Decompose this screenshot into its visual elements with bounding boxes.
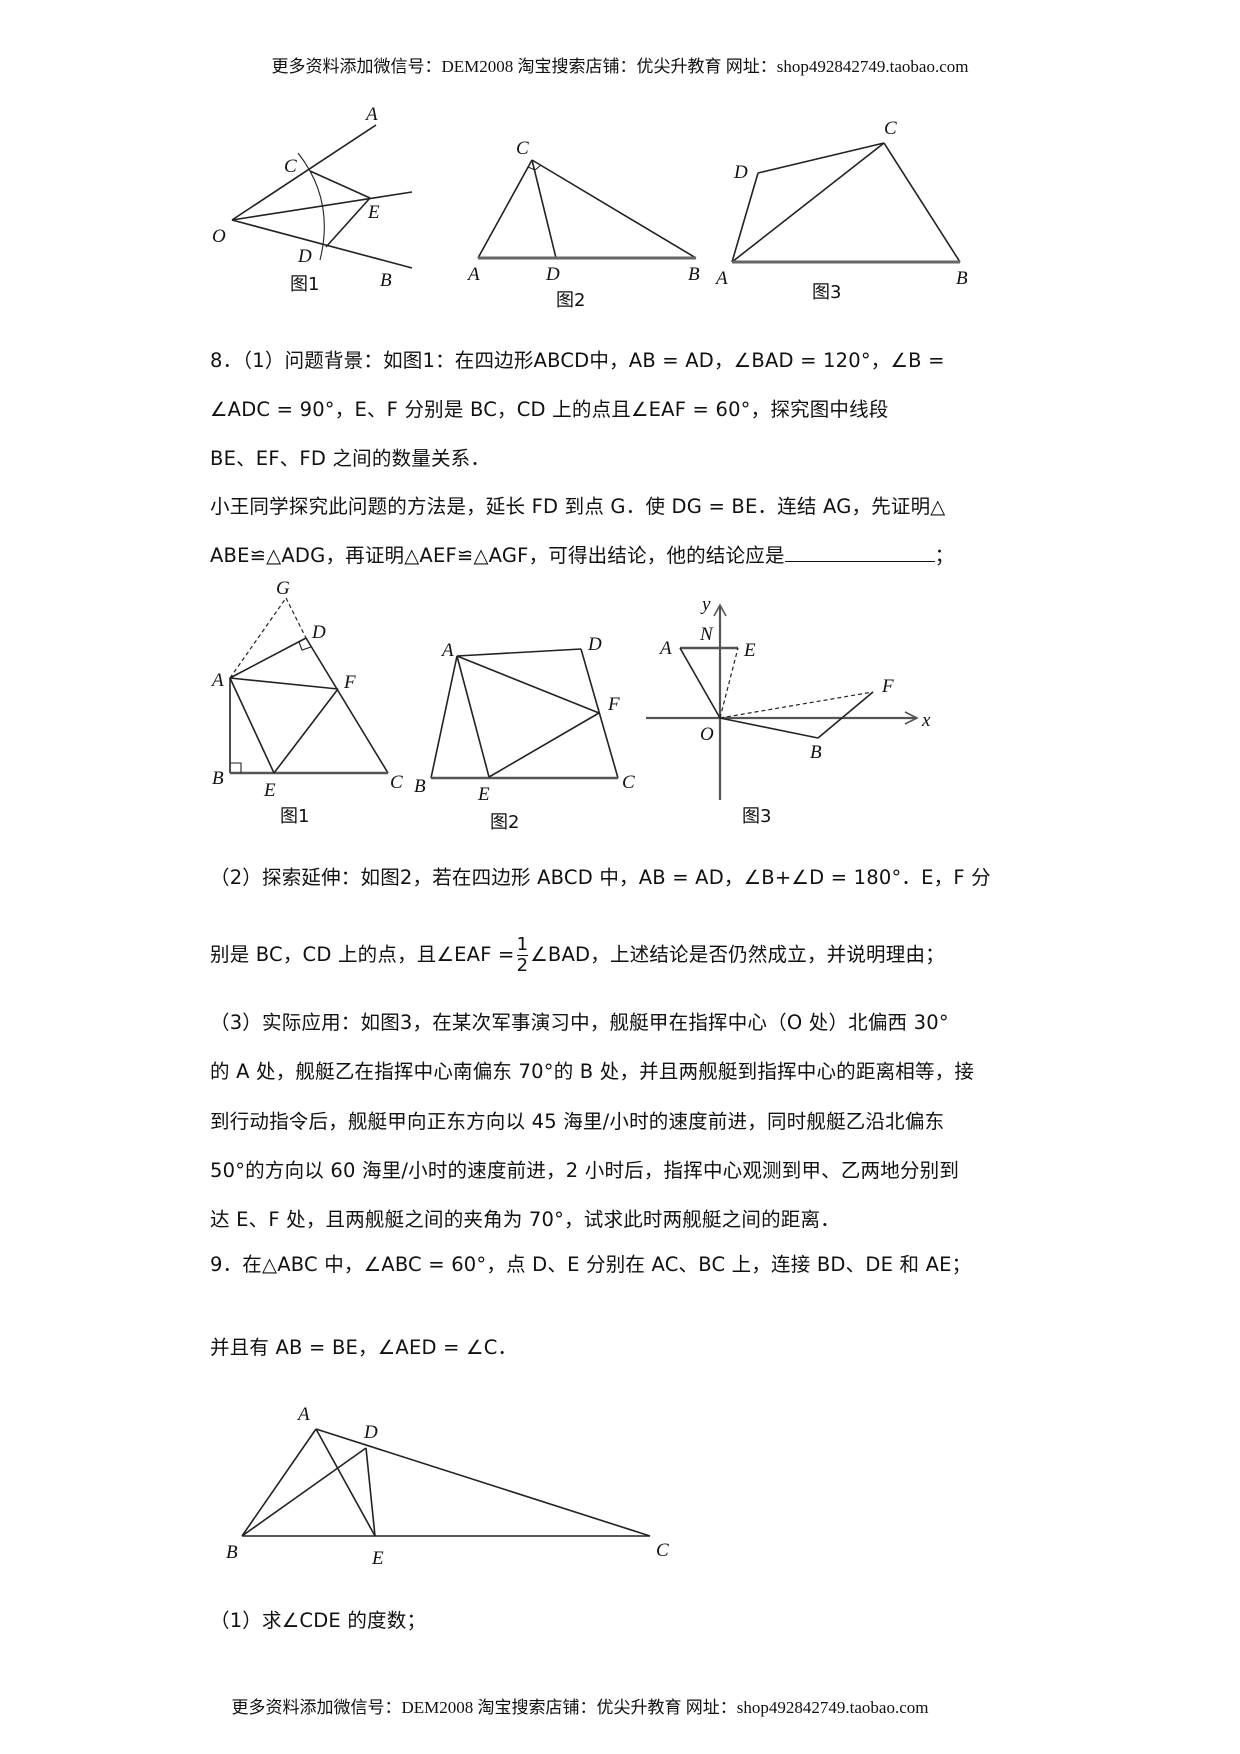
caption: 图3	[742, 806, 771, 827]
caption: 图2	[490, 812, 519, 833]
q8-part3-line-2: 的 A 处，舰艇乙在指挥中心南偏东 70°的 B 处，并且两舰艇到指挥中心的距离…	[210, 1060, 975, 1083]
q8-part3-line-4: 50°的方向以 60 海里/小时的速度前进，2 小时后，指挥中心观测到甲、乙两地…	[210, 1159, 960, 1182]
q8-part3-line-3: 到行动指令后，舰艇甲向正东方向以 45 海里/小时的速度前进，同时舰艇乙沿北偏东	[210, 1110, 945, 1133]
label: A	[296, 1404, 310, 1425]
label: F	[881, 676, 894, 697]
caption: 图3	[812, 282, 841, 303]
q9-line-2: 并且有 AB = BE，∠AED = ∠C．	[210, 1336, 518, 1359]
q9-figure	[241, 1428, 651, 1537]
label: y	[700, 594, 711, 615]
label: B	[688, 264, 700, 285]
label: D	[733, 162, 748, 183]
label: D	[587, 634, 602, 655]
top-fig1	[231, 124, 413, 269]
fraction-numerator: 1	[516, 934, 529, 956]
q8-fig1	[229, 597, 389, 775]
label: C	[516, 138, 529, 159]
q8-line-4: 小王同学探究此问题的方法是，延长 FD 到点 G．使 DG = BE．连结 AG…	[210, 495, 946, 518]
ray-ob	[231, 219, 413, 269]
q8-fig2	[430, 648, 619, 780]
fraction-denominator: 2	[516, 955, 529, 976]
label: A	[466, 264, 480, 285]
q8-line-5-end: ；	[934, 544, 955, 567]
caption: 图2	[556, 290, 585, 311]
label: A	[440, 640, 454, 661]
label: O	[700, 724, 714, 745]
label: C	[884, 118, 897, 139]
top-fig2	[477, 159, 697, 260]
label: x	[921, 710, 931, 731]
label: C	[656, 1540, 669, 1561]
label: D	[311, 622, 326, 643]
q8-fig3	[646, 603, 919, 800]
text: ∠BAD，上述结论是否仍然成立，并说明理由；	[530, 943, 945, 966]
q8-line-1: 8．（1）问题背景：如图1：在四边形ABCD中，AB = AD，∠BAD = 1…	[210, 349, 945, 372]
label: A	[210, 670, 224, 691]
label: D	[363, 1422, 378, 1443]
caption: 图1	[290, 274, 319, 295]
label: C	[284, 156, 297, 177]
segment-ce	[309, 170, 371, 199]
label: B	[810, 742, 822, 763]
label: A	[658, 638, 672, 659]
q8-part2-line-2: 别是 BC，CD 上的点，且∠EAF = 1 2 ∠BAD，上述结论是否仍然成立，并说…	[210, 935, 945, 976]
label: D	[297, 246, 312, 267]
page-header: 更多资料添加微信号：DEM2008 淘宝搜索店铺：优尖升教育 网址：shop49…	[271, 57, 969, 76]
q8-line-5: ABE≌△ADG，再证明△AEF≌△AGF，可得出结论，他的结论应是 ；	[210, 539, 954, 568]
label: E	[743, 640, 756, 661]
label: E	[263, 780, 276, 801]
q8-part2-line-1: （2）探索延伸：如图2，若在四边形 ABCD 中，AB = AD，∠B+∠D =…	[210, 866, 991, 889]
label: C	[622, 772, 635, 793]
label: B	[380, 270, 392, 291]
caption: 图1	[280, 806, 309, 827]
q8-line-2: ∠ADC = 90°，E、F 分别是 BC，CD 上的点且∠EAF = 60°，…	[210, 398, 889, 421]
label: F	[343, 672, 356, 693]
label: B	[414, 776, 426, 797]
label: B	[956, 268, 968, 289]
arc	[297, 152, 325, 261]
text: 别是 BC，CD 上的点，且∠EAF =	[210, 943, 515, 966]
label: D	[545, 264, 560, 285]
answer-blank[interactable]	[784, 543, 935, 562]
q9-sub-1: （1）求∠CDE 的度数；	[210, 1609, 427, 1632]
label: B	[212, 768, 224, 789]
label: C	[390, 772, 403, 793]
ray-oa	[231, 124, 377, 221]
right-angle-mark	[527, 164, 542, 171]
top-fig3	[731, 142, 961, 264]
label: F	[607, 694, 620, 715]
label: N	[699, 624, 714, 645]
q8-line-3: BE、EF、FD 之间的数量关系．	[210, 447, 491, 470]
segment-ed	[325, 197, 371, 248]
label: O	[212, 226, 226, 247]
q8-line-5-text: ABE≌△ADG，再证明△AEF≌△AGF，可得出结论，他的结论应是	[210, 544, 785, 567]
label: E	[367, 202, 380, 223]
q8-part3-line-5: 达 E、F 处，且两舰艇之间的夹角为 70°，试求此时两舰艇之间的距离．	[210, 1208, 840, 1231]
q9-line-1: 9．在△ABC 中，∠ABC = 60°，点 D、E 分别在 AC、BC 上，连…	[210, 1253, 972, 1276]
label: G	[276, 578, 290, 599]
label: E	[371, 1548, 384, 1569]
page-footer: 更多资料添加微信号：DEM2008 淘宝搜索店铺：优尖升教育 网址：shop49…	[231, 1698, 929, 1717]
label: A	[714, 268, 728, 289]
label: B	[226, 1542, 238, 1563]
label: A	[364, 104, 378, 125]
q8-part3-line-1: （3）实际应用：如图3，在某次军事演习中，舰艇甲在指挥中心（O 处）北偏西 30…	[210, 1011, 949, 1034]
label: E	[477, 784, 490, 805]
